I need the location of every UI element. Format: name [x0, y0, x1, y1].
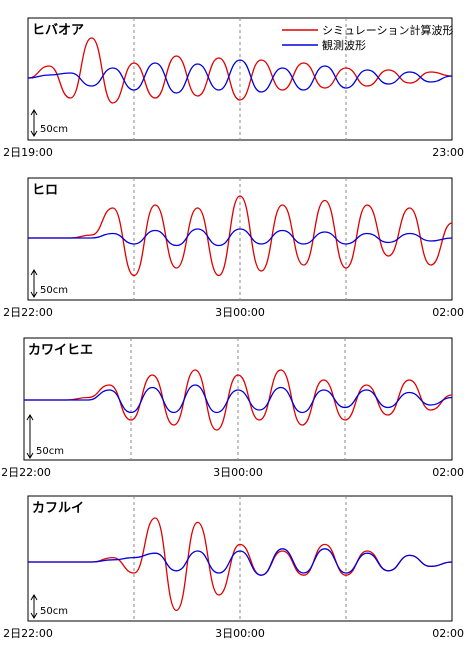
series-simulated-line [27, 37, 453, 104]
scale-arrow-down-icon [26, 452, 34, 459]
series-observed-line [27, 59, 453, 94]
scale-arrow-up-icon [30, 109, 38, 116]
scale-arrow-up-icon [30, 594, 38, 601]
scale-arrow-down-icon [30, 130, 38, 137]
panels: ヒバオア 50cm 2日19:00 23:00 ヒロ 50cm 2日22:00 3日00:00… [1, 17, 464, 640]
legend-observed-label: 観測波形 [322, 38, 366, 52]
scale-label: 50cm [36, 446, 64, 457]
scale-label: 50cm [40, 606, 68, 617]
scale-label: 50cm [40, 285, 68, 296]
panel-title: ヒバオア [32, 23, 84, 38]
panel-title: カフルイ [32, 501, 84, 516]
x-tick-label: 2日22:00 [1, 466, 51, 479]
panel-title: ヒロ [32, 183, 58, 198]
series-observed-line [27, 228, 453, 247]
waveform-panel-2: ヒロ 50cm 2日22:00 3日00:00 02:00 [3, 177, 464, 319]
scale-arrow-down-icon [30, 612, 38, 619]
legend-simulated-label: シミュレーション計算波形 [322, 23, 454, 37]
x-tick-label: 02:00 [432, 627, 464, 640]
scale-arrow-up-icon [26, 414, 34, 421]
series-observed-line [28, 548, 453, 576]
x-tick-label: 02:00 [432, 466, 464, 479]
series-observed-line [24, 384, 453, 414]
scale-arrow-up-icon [30, 269, 38, 276]
x-tick-label: 2日22:00 [3, 627, 53, 640]
x-tick-label: 3日00:00 [213, 466, 263, 479]
x-tick-label: 2日22:00 [3, 306, 53, 319]
series-simulated-line [24, 369, 453, 431]
waveform-panel-4: カフルイ 50cm 2日22:00 3日00:00 02:00 [3, 495, 464, 640]
scale-label: 50cm [40, 124, 68, 135]
series-simulated-line [27, 195, 453, 277]
scale-arrow-down-icon [30, 291, 38, 298]
waveform-panel-1: ヒバオア 50cm 2日19:00 23:00 [3, 17, 464, 159]
x-tick-label: 02:00 [432, 306, 464, 319]
x-tick-label: 2日19:00 [3, 146, 53, 159]
waveform-panel-3: カワイヒエ 50cm 2日22:00 3日00:00 02:00 [1, 337, 464, 479]
legend: シミュレーション計算波形 観測波形 [282, 23, 454, 52]
x-tick-label: 23:00 [432, 146, 464, 159]
x-tick-label: 3日00:00 [215, 306, 265, 319]
panel-title: カワイヒエ [28, 343, 93, 358]
x-tick-label: 3日00:00 [215, 627, 265, 640]
